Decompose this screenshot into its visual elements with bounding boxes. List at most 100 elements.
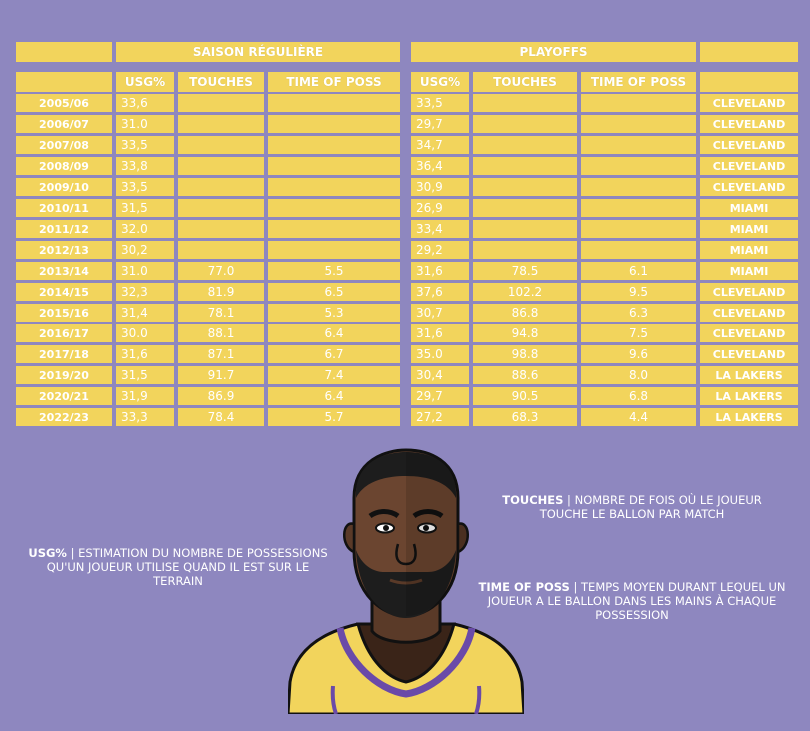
table-cell-p-touches <box>473 115 577 133</box>
table-cell-p-touches: 78.5 <box>473 262 577 280</box>
table-cell-p-usg: 30,9 <box>411 178 469 196</box>
group-header-blank <box>16 42 112 62</box>
table-cell-season: 2011/12 <box>16 220 112 238</box>
table-cell-r-top <box>268 199 400 217</box>
column-header-team-blank <box>700 72 798 92</box>
table-cell-r-usg: 33,8 <box>116 157 174 175</box>
legend-top-term: TIME OF POSS <box>478 580 570 594</box>
table-cell-season: 2009/10 <box>16 178 112 196</box>
table-cell-p-usg: 31,6 <box>411 262 469 280</box>
table-cell-p-usg: 30,4 <box>411 366 469 384</box>
table-cell-r-usg: 31,5 <box>116 199 174 217</box>
table-cell-r-touches: 87.1 <box>178 345 264 363</box>
group-header-team-blank <box>700 42 798 62</box>
table-cell-p-usg: 31,6 <box>411 324 469 342</box>
column-header-playoffs-1: TOUCHES <box>473 72 577 92</box>
table-cell-season: 2007/08 <box>16 136 112 154</box>
table-cell-r-touches <box>178 178 264 196</box>
table-cell-season: 2017/18 <box>16 345 112 363</box>
table-cell-r-touches <box>178 136 264 154</box>
table-cell-p-top <box>581 220 696 238</box>
table-cell-p-usg: 34,7 <box>411 136 469 154</box>
table-cell-p-touches: 102.2 <box>473 283 577 301</box>
table-cell-season: 2006/07 <box>16 115 112 133</box>
table-cell-r-usg: 31,4 <box>116 304 174 322</box>
table-cell-r-top: 7.4 <box>268 366 400 384</box>
table-cell-r-top: 5.3 <box>268 304 400 322</box>
table-cell-p-touches <box>473 94 577 112</box>
table-cell-r-touches <box>178 115 264 133</box>
table-cell-p-usg: 35.0 <box>411 345 469 363</box>
column-header-blank <box>16 72 112 92</box>
table-cell-p-touches <box>473 136 577 154</box>
table-cell-team: CLEVELAND <box>700 304 798 322</box>
table-cell-p-usg: 36,4 <box>411 157 469 175</box>
table-cell-r-usg: 33,6 <box>116 94 174 112</box>
table-cell-r-touches <box>178 220 264 238</box>
table-cell-p-touches <box>473 178 577 196</box>
table-cell-p-top <box>581 199 696 217</box>
table-cell-p-usg: 37,6 <box>411 283 469 301</box>
table-cell-r-usg: 33,3 <box>116 408 174 426</box>
table-cell-team: LA LAKERS <box>700 366 798 384</box>
table-cell-p-top: 4.4 <box>581 408 696 426</box>
table-cell-r-top <box>268 94 400 112</box>
table-cell-r-usg: 30.0 <box>116 324 174 342</box>
table-cell-r-touches: 78.1 <box>178 304 264 322</box>
table-cell-team: MIAMI <box>700 220 798 238</box>
table-cell-p-touches <box>473 220 577 238</box>
table-cell-team: CLEVELAND <box>700 178 798 196</box>
table-cell-r-usg: 30,2 <box>116 241 174 259</box>
table-cell-season: 2015/16 <box>16 304 112 322</box>
legend-touches: TOUCHES | NOMBRE DE FOIS OÙ LE JOUEUR TO… <box>484 493 780 521</box>
table-cell-p-top: 6.3 <box>581 304 696 322</box>
legend-touches-text: | NOMBRE DE FOIS OÙ LE JOUEUR TOUCHE LE … <box>539 493 762 521</box>
table-cell-p-top <box>581 136 696 154</box>
table-cell-r-touches <box>178 94 264 112</box>
table-cell-season: 2016/17 <box>16 324 112 342</box>
table-cell-p-touches: 90.5 <box>473 387 577 405</box>
column-header-regular-0: USG% <box>116 72 174 92</box>
table-cell-season: 2010/11 <box>16 199 112 217</box>
table-cell-team: CLEVELAND <box>700 157 798 175</box>
table-cell-p-usg: 27,2 <box>411 408 469 426</box>
table-cell-team: CLEVELAND <box>700 115 798 133</box>
table-cell-team: CLEVELAND <box>700 94 798 112</box>
table-cell-p-touches <box>473 157 577 175</box>
table-cell-r-usg: 31.0 <box>116 115 174 133</box>
column-header-regular-2: TIME OF POSS <box>268 72 400 92</box>
table-cell-r-top: 6.7 <box>268 345 400 363</box>
table-cell-p-usg: 29,7 <box>411 387 469 405</box>
table-cell-r-usg: 32.0 <box>116 220 174 238</box>
table-cell-team: MIAMI <box>700 199 798 217</box>
table-cell-team: MIAMI <box>700 262 798 280</box>
table-cell-r-top <box>268 220 400 238</box>
column-header-regular-1: TOUCHES <box>178 72 264 92</box>
table-cell-p-touches: 88.6 <box>473 366 577 384</box>
table-cell-r-touches <box>178 157 264 175</box>
table-cell-season: 2020/21 <box>16 387 112 405</box>
legend-time-of-poss: TIME OF POSS | TEMPS MOYEN DURANT LEQUEL… <box>476 580 788 622</box>
table-cell-p-usg: 30,7 <box>411 304 469 322</box>
table-cell-team: LA LAKERS <box>700 408 798 426</box>
column-header-playoffs-2: TIME OF POSS <box>581 72 696 92</box>
table-cell-p-usg: 29,7 <box>411 115 469 133</box>
table-cell-season: 2022/23 <box>16 408 112 426</box>
table-cell-r-usg: 31,5 <box>116 366 174 384</box>
table-cell-p-usg: 33,5 <box>411 94 469 112</box>
table-cell-r-touches: 78.4 <box>178 408 264 426</box>
table-cell-season: 2008/09 <box>16 157 112 175</box>
table-cell-r-usg: 31,6 <box>116 345 174 363</box>
table-cell-p-top: 9.6 <box>581 345 696 363</box>
table-cell-p-top: 6.8 <box>581 387 696 405</box>
table-cell-r-usg: 33,5 <box>116 178 174 196</box>
table-cell-p-usg: 29,2 <box>411 241 469 259</box>
table-cell-r-touches: 81.9 <box>178 283 264 301</box>
table-cell-p-touches: 86.8 <box>473 304 577 322</box>
basketball-player-portrait-icon <box>288 448 524 714</box>
table-cell-r-usg: 31.0 <box>116 262 174 280</box>
table-cell-p-top: 7.5 <box>581 324 696 342</box>
table-cell-p-top <box>581 115 696 133</box>
legend-usg-text: | ESTIMATION DU NOMBRE DE POSSESSIONS QU… <box>46 546 328 588</box>
